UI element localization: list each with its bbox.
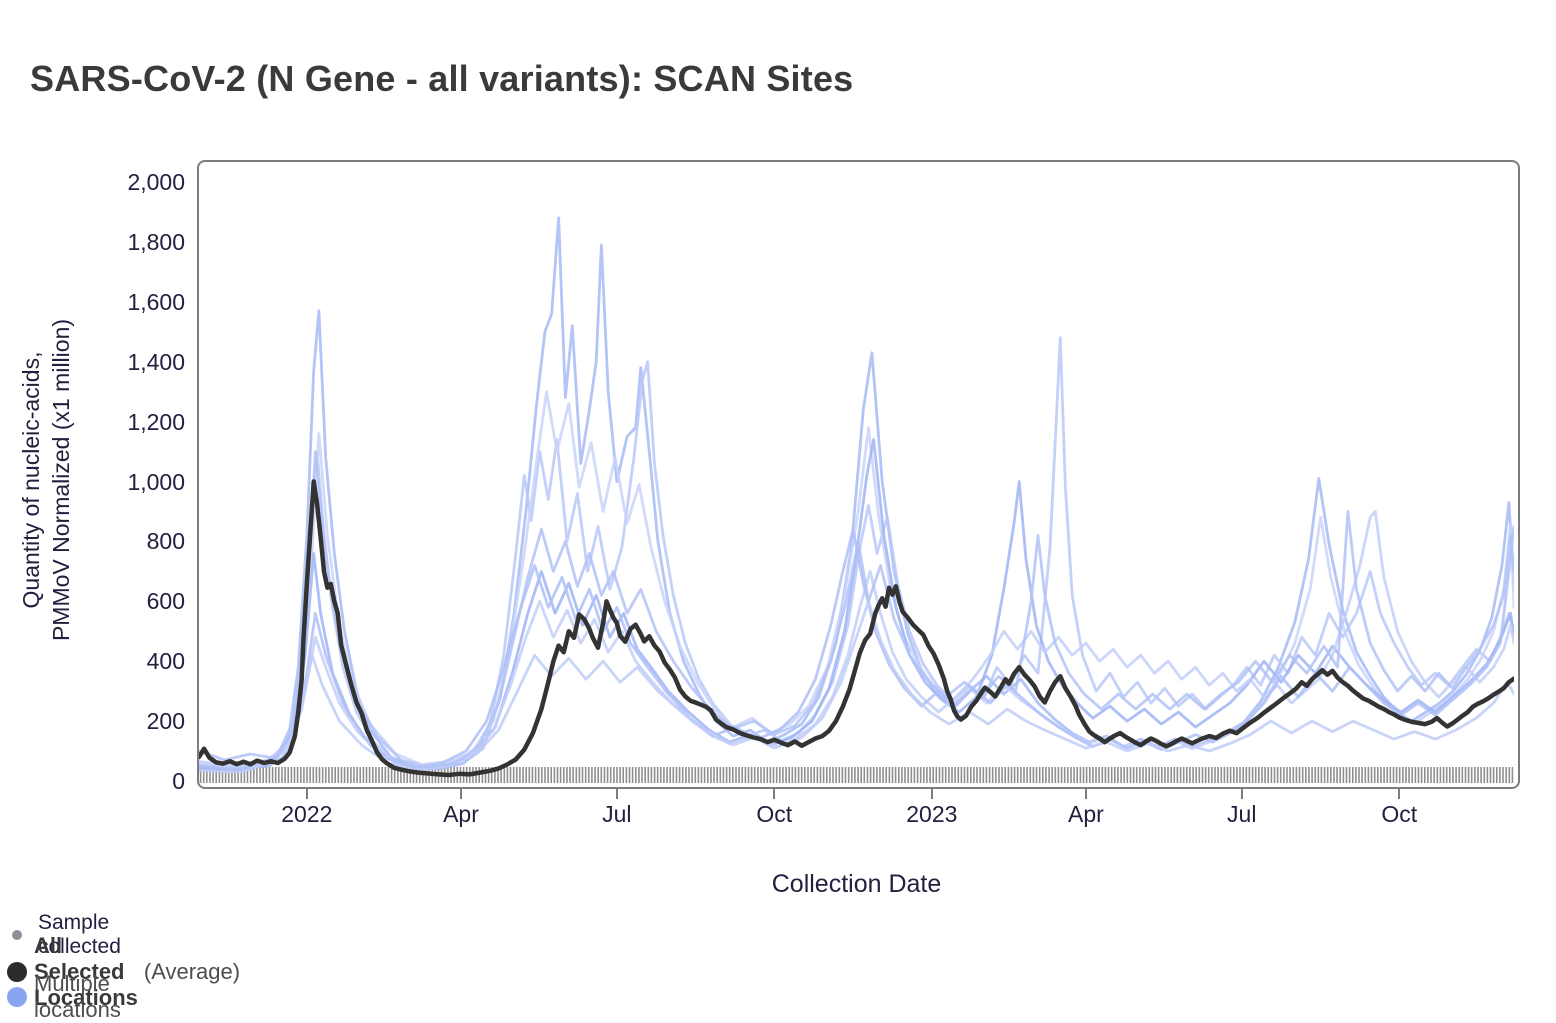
y-tick-label: 0 xyxy=(172,768,185,794)
x-tick-label: Oct xyxy=(1381,801,1418,827)
x-tick-mark xyxy=(1240,787,1243,799)
x-tick-label: Apr xyxy=(1068,801,1104,827)
chart-plot-area xyxy=(197,160,1520,789)
x-tick-mark xyxy=(615,787,618,799)
y-tick-label: 2,000 xyxy=(127,169,185,195)
location-line-8 xyxy=(199,450,1514,769)
location-line-3 xyxy=(199,390,1514,769)
y-tick-label: 1,200 xyxy=(127,408,185,435)
x-tick-label: 2022 xyxy=(281,801,333,827)
y-tick-label: 1,600 xyxy=(127,288,185,315)
legend-item-sample-collected: Sample collected xyxy=(12,911,121,958)
sample-collected-dot-icon xyxy=(12,930,22,940)
x-tick-mark xyxy=(459,787,462,799)
legend-label-average-suffix: (Average) xyxy=(143,959,241,984)
locations-dot-icon xyxy=(7,987,27,1007)
plot-svg xyxy=(199,216,1514,783)
average-dot-icon xyxy=(7,962,27,982)
legend-item-locations: Multiple locations xyxy=(7,971,121,1022)
y-tick-label: 1,400 xyxy=(127,348,185,375)
y-tick-label: 400 xyxy=(146,648,185,675)
legend-label-average: All Selected Locations xyxy=(34,933,138,1010)
x-tick-mark xyxy=(305,787,308,799)
legend-label-locations: Multiple locations xyxy=(34,971,121,1022)
legend-item-average: All Selected Locations (Average) xyxy=(7,933,241,1010)
x-tick-label: Jul xyxy=(602,801,632,827)
x-tick-mark xyxy=(930,787,933,799)
legend-label-sample-collected: Sample collected xyxy=(38,911,121,958)
location-line-7 xyxy=(199,599,1514,774)
x-tick-label: Oct xyxy=(756,801,793,827)
location-line-6 xyxy=(199,524,1514,771)
page-title: SARS-CoV-2 (N Gene - all variants): SCAN… xyxy=(30,58,854,100)
x-tick-mark xyxy=(773,787,776,799)
y-tick-label: 1,000 xyxy=(127,468,185,495)
x-axis-title: Collection Date xyxy=(771,870,942,898)
x-tick-label: Apr xyxy=(443,801,479,827)
y-tick-label: 800 xyxy=(146,528,185,555)
y-axis-title-line1: Quantity of nucleic-acids, xyxy=(18,351,44,609)
y-tick-label: 200 xyxy=(146,708,185,735)
x-tick-mark xyxy=(1398,787,1401,799)
x-tick-label: 2023 xyxy=(906,801,958,827)
y-tick-label: 1,800 xyxy=(127,228,185,255)
x-tick-label: Jul xyxy=(1227,801,1257,827)
y-tick-label: 600 xyxy=(146,588,185,615)
average-line xyxy=(199,479,1514,778)
x-tick-mark xyxy=(1084,787,1087,799)
location-line-1 xyxy=(199,216,1514,771)
